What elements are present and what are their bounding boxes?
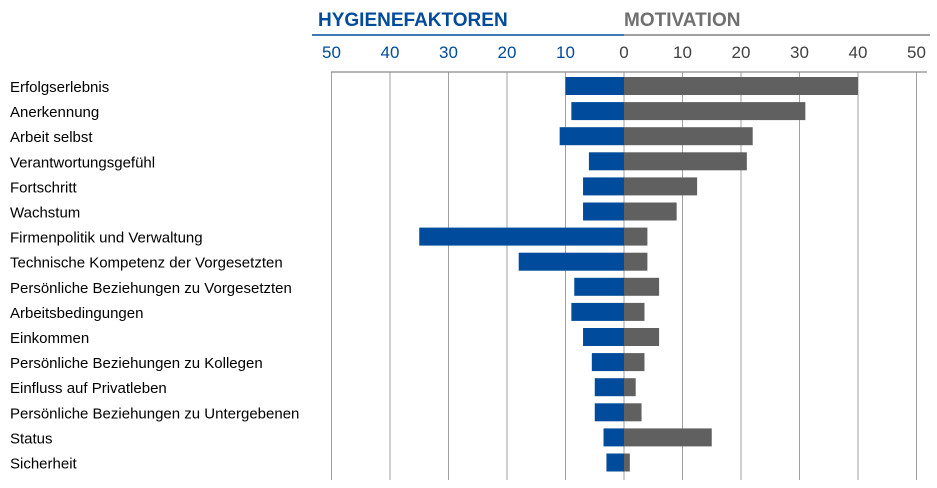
tick-label: 20 (732, 43, 751, 62)
category-label: Wachstum (10, 205, 80, 222)
category-label: Persönliche Beziehungen zu Untergebenen (10, 405, 299, 422)
bars (419, 77, 858, 472)
category-label: Firmenpolitik und Verwaltung (10, 230, 203, 247)
bar-hygienefaktoren (591, 353, 624, 372)
tick-label: 20 (498, 43, 517, 62)
tick-label: 30 (790, 43, 809, 62)
header-motivation: MOTIVATION (624, 10, 740, 31)
bar-motivation (624, 453, 630, 472)
bar-hygienefaktoren (571, 302, 624, 321)
bar-hygienefaktoren (583, 202, 624, 221)
category-label: Einkommen (10, 330, 89, 347)
bar-motivation (624, 277, 660, 296)
bar-motivation (624, 152, 747, 171)
bar-hygienefaktoren (583, 328, 624, 346)
bar-motivation (624, 252, 648, 271)
axis: HYGIENEFAKTOREN MOTIVATION (312, 10, 930, 73)
bar-motivation (624, 202, 677, 221)
bar-hygienefaktoren (603, 428, 624, 447)
category-label: Fortschritt (10, 179, 78, 196)
category-label: Persönliche Beziehungen zu Kollegen (10, 355, 263, 372)
bar-motivation (624, 77, 858, 95)
bar-hygienefaktoren (419, 227, 624, 246)
tick-label: 10 (673, 43, 692, 62)
bar-hygienefaktoren (594, 403, 624, 422)
tick-labels: 50 40 30 20 10 0 10 20 30 40 50 (322, 43, 926, 62)
category-label: Technische Kompetenz der Vorgesetzten (10, 255, 283, 272)
category-label: Anerkennung (10, 104, 99, 121)
tick-label: 40 (849, 43, 868, 62)
tick-label: 40 (381, 43, 400, 62)
category-label: Erfolgserlebnis (10, 79, 109, 96)
bar-motivation (624, 353, 645, 372)
category-label: Arbeitsbedingungen (10, 305, 143, 322)
category-label: Verantwortungsgefühl (10, 154, 155, 171)
bar-motivation (624, 403, 642, 422)
bar-motivation (624, 127, 753, 146)
bar-hygienefaktoren (588, 152, 624, 171)
tick-label: 10 (556, 43, 575, 62)
category-label: Persönliche Beziehungen zu Vorgesetzten (10, 280, 292, 297)
bar-motivation (624, 227, 648, 246)
bar-hygienefaktoren (574, 277, 624, 296)
bar-motivation (624, 302, 645, 321)
tick-label: 30 (439, 43, 458, 62)
bar-motivation (624, 328, 660, 346)
bar-motivation (624, 378, 636, 397)
category-labels: Erfolgserlebnis Anerkennung Arbeit selbst V… (10, 79, 299, 473)
bar-motivation (624, 102, 806, 121)
bar-motivation (624, 428, 712, 447)
bar-hygienefaktoren (559, 127, 624, 146)
bar-hygienefaktoren (583, 177, 624, 196)
category-label: Status (10, 430, 53, 447)
bar-hygienefaktoren (571, 102, 624, 121)
tick-label: 50 (322, 43, 341, 62)
bar-hygienefaktoren (565, 77, 624, 95)
category-label: Einfluss auf Privatleben (10, 380, 167, 397)
bar-hygienefaktoren (606, 453, 624, 472)
header-hygienefaktoren: HYGIENEFAKTOREN (318, 10, 508, 31)
tick-label: 0 (619, 43, 628, 62)
category-label: Sicherheit (10, 456, 78, 473)
bar-motivation (624, 177, 698, 196)
tick-label: 50 (907, 43, 926, 62)
bar-hygienefaktoren (518, 252, 624, 271)
bar-hygienefaktoren (594, 378, 624, 397)
category-label: Arbeit selbst (10, 129, 93, 146)
